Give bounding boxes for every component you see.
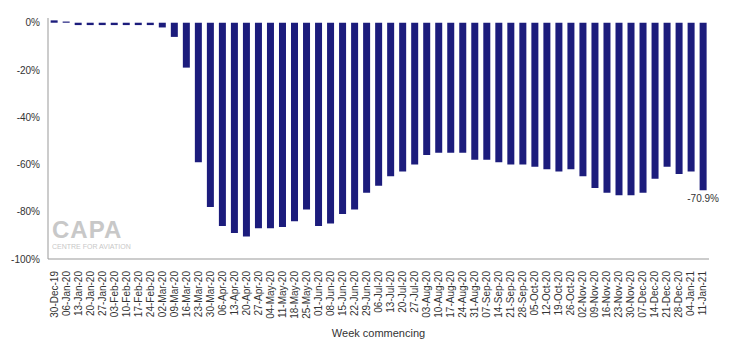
- svg-text:21-Dec-20: 21-Dec-20: [661, 271, 672, 318]
- svg-text:27-Jan-20: 27-Jan-20: [97, 271, 108, 316]
- svg-text:Week commencing: Week commencing: [332, 327, 425, 339]
- svg-text:28-Sep-20: 28-Sep-20: [517, 271, 528, 318]
- svg-text:27-Jul-20: 27-Jul-20: [409, 271, 420, 313]
- svg-text:-60%: -60%: [17, 159, 40, 170]
- svg-text:29-Jun-20: 29-Jun-20: [361, 271, 372, 316]
- svg-text:12-Oct-20: 12-Oct-20: [541, 271, 552, 316]
- svg-text:16-Nov-20: 16-Nov-20: [601, 271, 612, 318]
- svg-text:15-Jun-20: 15-Jun-20: [337, 271, 348, 316]
- svg-text:06-Apr-20: 06-Apr-20: [217, 271, 228, 316]
- svg-text:11-Jan-21: 11-Jan-21: [697, 271, 708, 316]
- svg-text:07-Sep-20: 07-Sep-20: [481, 271, 492, 318]
- svg-text:22-Jun-20: 22-Jun-20: [349, 271, 360, 316]
- svg-text:09-Mar-20: 09-Mar-20: [169, 271, 180, 318]
- svg-text:03-Feb-20: 03-Feb-20: [109, 271, 120, 318]
- svg-text:14-Sep-20: 14-Sep-20: [493, 271, 504, 318]
- svg-text:30-Dec-19: 30-Dec-19: [49, 271, 60, 318]
- svg-text:14-Dec-20: 14-Dec-20: [649, 271, 660, 318]
- svg-text:11-May-20: 11-May-20: [277, 271, 288, 318]
- svg-text:28-Dec-20: 28-Dec-20: [673, 271, 684, 318]
- html-text:CAPA: CAPA: [52, 216, 123, 243]
- svg-text:05-Oct-20: 05-Oct-20: [529, 271, 540, 316]
- svg-text:20-Apr-20: 20-Apr-20: [241, 271, 252, 316]
- svg-text:18-May-20: 18-May-20: [289, 271, 300, 319]
- svg-text:19-Oct-20: 19-Oct-20: [553, 271, 564, 316]
- html-text:CENTRE FOR AVIATION: CENTRE FOR AVIATION: [52, 243, 131, 250]
- svg-text:30-Mar-20: 30-Mar-20: [205, 271, 216, 318]
- svg-text:27-Apr-20: 27-Apr-20: [253, 271, 264, 316]
- svg-text:06-Jan-20: 06-Jan-20: [61, 271, 72, 316]
- svg-text:31-Aug-20: 31-Aug-20: [469, 271, 480, 318]
- svg-text:20-Jan-20: 20-Jan-20: [85, 271, 96, 316]
- svg-text:09-Nov-20: 09-Nov-20: [589, 271, 600, 318]
- svg-text:23-Mar-20: 23-Mar-20: [193, 271, 204, 318]
- svg-text:20-Jul-20: 20-Jul-20: [397, 271, 408, 313]
- svg-text:06-Jul-20: 06-Jul-20: [373, 271, 384, 313]
- svg-text:13-Apr-20: 13-Apr-20: [229, 271, 240, 316]
- svg-text:25-May-20: 25-May-20: [301, 271, 312, 319]
- svg-text:-80%: -80%: [17, 206, 40, 217]
- svg-text:16-Mar-20: 16-Mar-20: [181, 271, 192, 318]
- svg-text:03-Aug-20: 03-Aug-20: [421, 271, 432, 318]
- svg-text:10-Aug-20: 10-Aug-20: [433, 271, 444, 318]
- svg-text:0%: 0%: [26, 17, 41, 28]
- svg-text:13-Jan-20: 13-Jan-20: [73, 271, 84, 316]
- svg-text:17-Feb-20: 17-Feb-20: [133, 271, 144, 318]
- svg-text:07-Dec-20: 07-Dec-20: [637, 271, 648, 318]
- svg-text:13-Jul-20: 13-Jul-20: [385, 271, 396, 313]
- svg-text:01-Jun-20: 01-Jun-20: [313, 271, 324, 316]
- svg-text:-100%: -100%: [11, 254, 40, 265]
- svg-text:-70.9%: -70.9%: [687, 193, 719, 204]
- svg-text:17-Aug-20: 17-Aug-20: [445, 271, 456, 318]
- svg-text:24-Aug-20: 24-Aug-20: [457, 271, 468, 318]
- svg-text:10-Feb-20: 10-Feb-20: [121, 271, 132, 318]
- svg-text:08-Jun-20: 08-Jun-20: [325, 271, 336, 316]
- svg-text:23-Nov-20: 23-Nov-20: [613, 271, 624, 318]
- svg-text:04-Jan-21: 04-Jan-21: [685, 271, 696, 316]
- svg-text:04-May-20: 04-May-20: [265, 271, 276, 319]
- svg-text:-40%: -40%: [17, 112, 40, 123]
- svg-text:02-Nov-20: 02-Nov-20: [577, 271, 588, 318]
- svg-text:24-Feb-20: 24-Feb-20: [145, 271, 156, 318]
- svg-text:30-Nov-20: 30-Nov-20: [625, 271, 636, 318]
- svg-text:-20%: -20%: [17, 65, 40, 76]
- svg-text:02-Mar-20: 02-Mar-20: [157, 271, 168, 318]
- svg-text:26-Oct-20: 26-Oct-20: [565, 271, 576, 316]
- svg-text:21-Sep-20: 21-Sep-20: [505, 271, 516, 318]
